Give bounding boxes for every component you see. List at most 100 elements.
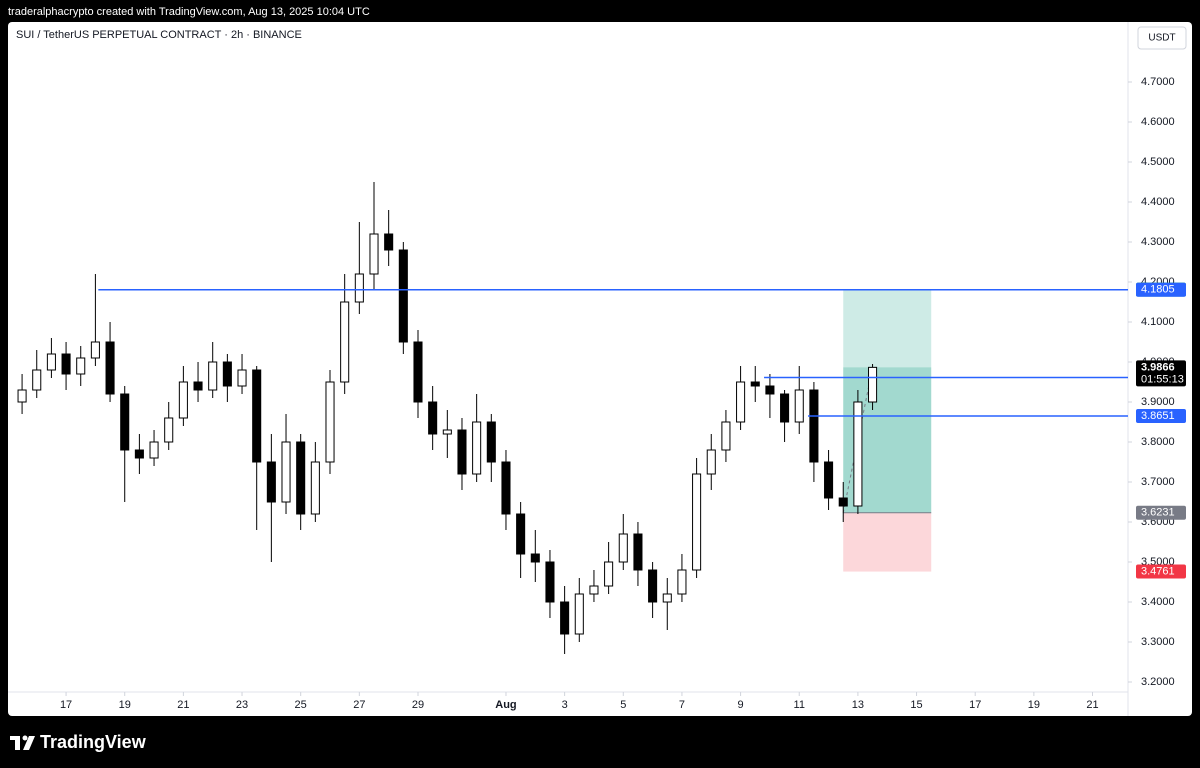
candle-body [398,249,408,343]
candle-body [618,533,628,563]
candle-body [809,389,819,463]
y-tick-label: 3.9000 [1141,396,1175,408]
candle-body [266,461,276,503]
symbol-title: SUI / TetherUS PERPETUAL CONTRACT · 2h ·… [16,29,302,41]
footer-logo [10,735,35,750]
candle-body [90,341,100,359]
x-tick-label: 15 [910,699,922,711]
candle-body [105,341,115,395]
candle-body [193,381,203,391]
y-tick-label: 4.5000 [1141,156,1175,168]
candle-body [736,381,746,423]
candle-body [853,401,863,507]
x-tick-label: 17 [969,699,981,711]
candle-body [677,569,687,595]
x-tick-label: 9 [738,699,744,711]
x-tick-label: 19 [119,699,131,711]
hline-label: 3.8651 [1141,410,1175,422]
candle-body [604,561,614,587]
x-tick-label: 5 [620,699,626,711]
candle-body [560,601,570,635]
candle-body [486,421,496,463]
x-tick-label: 25 [295,699,307,711]
candle-body [824,461,834,499]
x-tick-label: Aug [495,699,516,711]
y-tick-label: 3.7000 [1141,476,1175,488]
candle-body [178,381,188,419]
hline-label: 4.1805 [1141,284,1175,296]
countdown: 01:55:13 [1141,373,1184,385]
chart-panel [8,22,1192,716]
candle-body [32,369,42,391]
x-tick-label: 21 [177,699,189,711]
candle-body [120,393,130,451]
y-tick-label: 4.7000 [1141,76,1175,88]
x-tick-label: 23 [236,699,248,711]
candle-body [61,353,71,375]
y-tick-label: 4.6000 [1141,116,1175,128]
y-tick-label: 3.4000 [1141,596,1175,608]
candle-body [384,233,394,251]
y-tick-label: 3.3000 [1141,636,1175,648]
logo-shape [22,735,28,741]
candle-body [134,449,144,459]
last-price-bg [1136,360,1186,387]
candle-body [237,369,247,387]
candles [17,182,878,654]
candle-body [296,441,306,515]
candle-body [868,366,878,403]
hline-label-bg [1136,282,1186,297]
y-tick-label: 4.1000 [1141,316,1175,328]
candle-body [721,421,731,451]
candle-body [222,361,232,387]
candle-body [633,533,643,571]
candle-body [692,473,702,571]
x-tick-label: 11 [794,699,805,711]
x-tick-label: 17 [60,699,72,711]
stop-label-bg [1136,564,1186,579]
candle-body [472,421,482,475]
candle-body [780,393,790,423]
candle-body [501,461,511,515]
candle-body [545,561,555,603]
candle-body [149,441,159,459]
candle-body [310,461,320,515]
hline-label-bg [1136,408,1186,423]
entry-label-bg [1136,505,1186,520]
candle-body [208,361,218,391]
x-tick-label: 19 [1028,699,1040,711]
y-tick-label: 3.8000 [1141,436,1175,448]
last-price: 3.9866 [1141,361,1175,373]
position-stop-zone [843,512,932,572]
footer-brand: TradingView [40,732,147,752]
candle-body [838,497,848,507]
currency-box [1137,26,1187,50]
candle-body [164,417,174,443]
candle-body [648,569,658,603]
entry-label: 3.6231 [1141,507,1175,519]
logo-shape [15,736,20,750]
candle-body [662,593,672,603]
logo-shape [23,736,35,750]
candle-body [442,429,452,435]
candle-body [706,449,716,475]
candle-body [794,389,804,423]
y-tick-label: 3.2000 [1141,676,1175,688]
candle-body [765,385,775,395]
candle-body [281,441,291,503]
candle-body [530,553,540,563]
x-tick-label: 27 [353,699,365,711]
candle-body [252,369,262,463]
candle-body [750,381,760,387]
stop-label: 3.4761 [1141,565,1175,577]
candle-body [574,593,584,635]
candle-body [340,301,350,383]
header-text: traderalphacrypto created with TradingVi… [8,6,370,18]
candle-body [325,381,335,463]
candle-body [46,353,56,371]
candle-body [76,357,86,375]
candle-body [369,233,379,275]
y-tick-label: 4.4000 [1141,196,1175,208]
x-tick-label: 3 [562,699,568,711]
